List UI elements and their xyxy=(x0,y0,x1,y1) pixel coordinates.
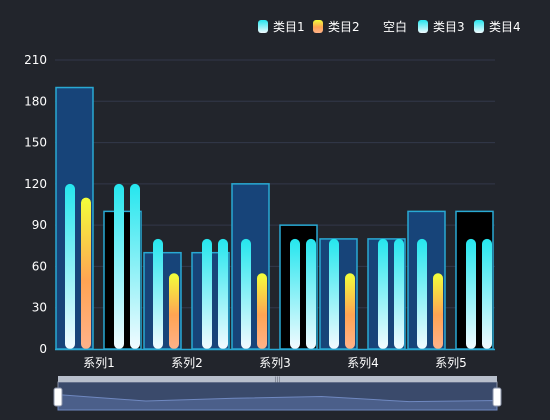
data-bar-5-3 xyxy=(466,238,476,349)
data-bar-2-1 xyxy=(153,238,163,349)
legend-label-1[interactable]: 类目1 xyxy=(273,20,305,34)
data-bar-4-4 xyxy=(394,238,404,349)
y-tick-60: 60 xyxy=(32,259,47,273)
datazoom-preview-area xyxy=(57,394,498,411)
data-bar-4-2 xyxy=(345,273,355,349)
datazoom-slider[interactable]: ||| xyxy=(53,376,502,411)
legend-label-5[interactable]: 类目4 xyxy=(489,20,521,34)
data-bar-1-3 xyxy=(114,183,124,349)
legend-swatch-1[interactable] xyxy=(258,20,268,33)
x-tick-label-5: 系列5 xyxy=(435,356,467,370)
data-bar-1-4 xyxy=(130,183,140,349)
datazoom-left-handle[interactable] xyxy=(53,387,63,407)
x-tick-label-1: 系列1 xyxy=(83,356,115,370)
legend-swatch-4[interactable] xyxy=(418,20,428,33)
chart-legend[interactable]: 类目1 类目2 空白 类目3 类目4 xyxy=(258,19,521,34)
legend-label-4[interactable]: 类目3 xyxy=(433,20,465,34)
legend-label-3[interactable]: 空白 xyxy=(383,19,407,34)
data-bar-2-4 xyxy=(218,238,228,349)
data-bar-3-2 xyxy=(257,273,267,349)
data-bar-4-1 xyxy=(329,238,339,349)
data-bars xyxy=(65,183,492,349)
data-bar-2-3 xyxy=(202,238,212,349)
y-tick-30: 30 xyxy=(32,301,47,315)
x-tick-label-3: 系列3 xyxy=(259,356,291,370)
legend-label-2[interactable]: 类目2 xyxy=(328,20,360,34)
data-bar-1-1 xyxy=(65,183,75,349)
x-axis: 系列1 系列2 系列3 系列4 系列5 xyxy=(55,348,495,370)
data-bar-4-3 xyxy=(378,238,388,349)
data-bar-5-1 xyxy=(417,238,427,349)
y-tick-120: 120 xyxy=(24,177,47,191)
y-tick-90: 90 xyxy=(32,218,47,232)
y-axis-ticks: 0 30 60 90 120 150 180 210 xyxy=(24,53,47,356)
datazoom-right-handle[interactable] xyxy=(492,387,502,407)
data-bar-3-3 xyxy=(290,238,300,349)
y-tick-0: 0 xyxy=(39,342,47,356)
data-bar-1-2 xyxy=(81,197,91,349)
data-bar-3-4 xyxy=(306,238,316,349)
data-bar-3-1 xyxy=(241,238,251,349)
legend-swatch-5[interactable] xyxy=(474,20,484,33)
datazoom-handle-grip[interactable]: ||| xyxy=(274,377,280,384)
data-bar-2-2 xyxy=(169,273,179,349)
y-tick-210: 210 xyxy=(24,53,47,67)
y-tick-150: 150 xyxy=(24,136,47,150)
data-bar-5-2 xyxy=(433,273,443,349)
x-tick-label-2: 系列2 xyxy=(171,356,203,370)
legend-swatch-2[interactable] xyxy=(313,20,323,33)
x-tick-label-4: 系列4 xyxy=(347,356,379,370)
y-tick-180: 180 xyxy=(24,94,47,108)
datazoom-top-bar[interactable] xyxy=(58,376,497,382)
data-bar-5-4 xyxy=(482,238,492,349)
